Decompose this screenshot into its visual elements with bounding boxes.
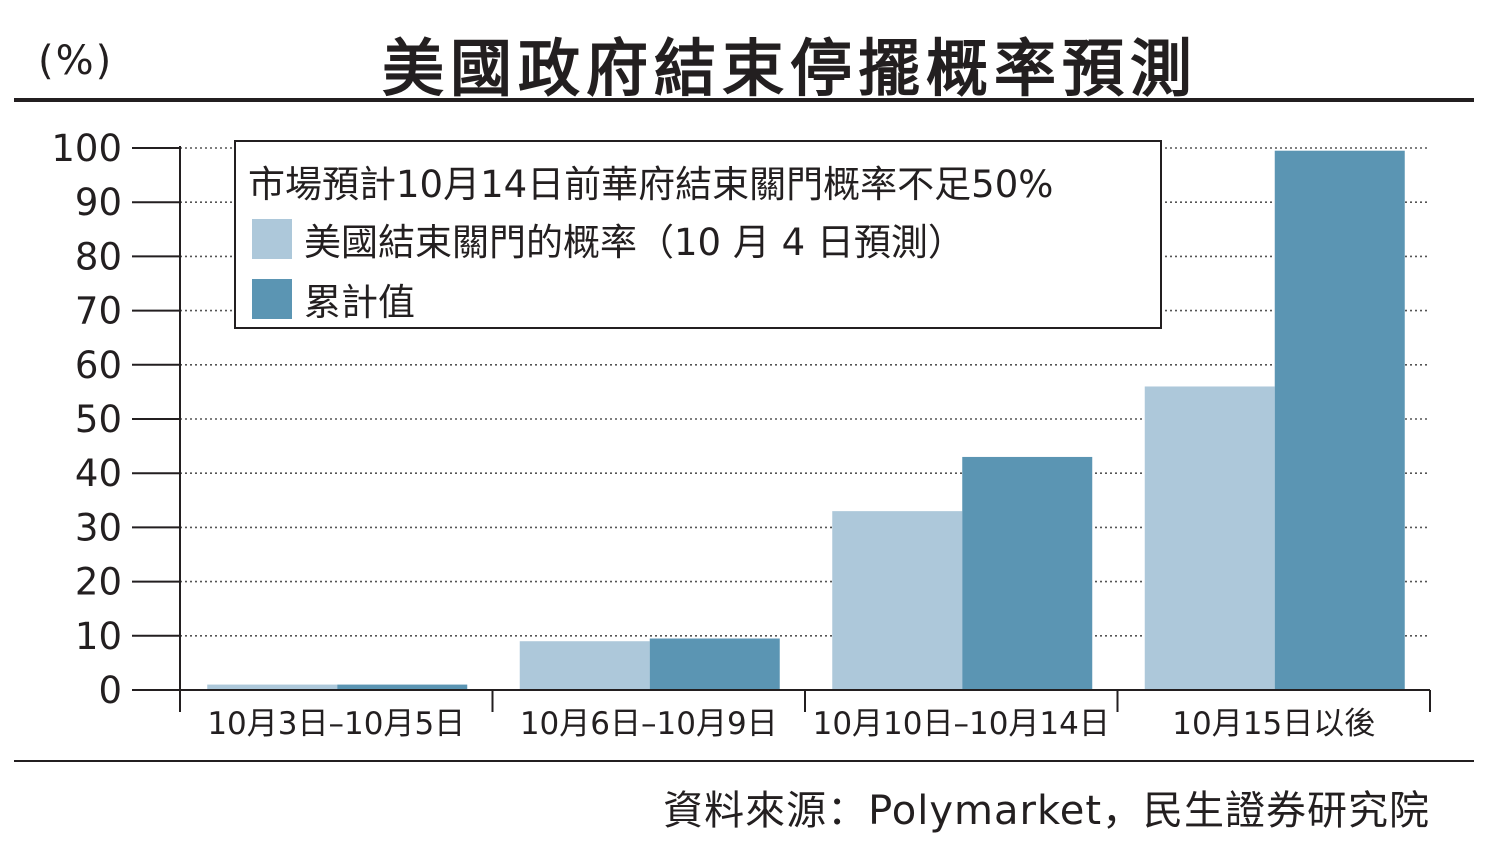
y-tick-label-90: 90 — [75, 181, 122, 224]
y-tick-label-70: 70 — [75, 290, 122, 333]
legend-label-forecast: 美國結束關門的概率（10 月 4 日預測） — [304, 221, 965, 264]
y-tick-label-40: 40 — [75, 452, 122, 495]
x-tick-label-0: 10月3日–10月5日 — [207, 706, 465, 742]
bar-series0-cat3 — [1144, 386, 1275, 690]
x-tick-label-1: 10月6日–10月9日 — [520, 706, 778, 742]
chart-title: 美國政府結束停擺概率預測 — [381, 32, 1198, 105]
bar-series1-cat2 — [962, 456, 1093, 690]
y-tick-label-30: 30 — [75, 506, 122, 549]
legend-annotation: 市場預計10月14日前華府結束關門概率不足50% — [248, 163, 1054, 206]
y-tick-label-100: 100 — [51, 127, 122, 170]
x-tick-labels: 10月3日–10月5日 10月6日–10月9日 10月10日–10月14日 10月15… — [207, 706, 1375, 742]
top-rule — [14, 98, 1474, 102]
legend-label-cumulative: 累計值 — [304, 281, 415, 324]
source-note: 資料來源：Polymarket，民生證券研究院 — [663, 788, 1430, 834]
bar-series1-cat0 — [337, 684, 468, 690]
bar-series0-cat2 — [832, 511, 963, 690]
x-tick-label-2: 10月10日–10月14日 — [813, 706, 1110, 742]
bar-series0-cat0 — [207, 684, 338, 690]
legend-swatch-cumulative — [252, 279, 292, 319]
bar-series0-cat1 — [519, 641, 650, 690]
y-tick-label-0: 0 — [98, 669, 122, 712]
y-tick-label-20: 20 — [75, 561, 122, 604]
y-axis-unit: (%) — [38, 38, 114, 84]
legend-item-cumulative: 累計值 — [252, 272, 415, 326]
axes — [132, 146, 1431, 712]
y-tick-label-50: 50 — [75, 398, 122, 441]
bar-series1-cat1 — [649, 638, 780, 690]
y-tick-label-60: 60 — [75, 344, 122, 387]
y-tick-labels: 0 10 20 30 40 50 60 70 80 90 100 — [51, 127, 122, 712]
legend-item-forecast: 美國結束關門的概率（10 月 4 日預測） — [252, 212, 965, 266]
y-tick-label-80: 80 — [75, 235, 122, 278]
bar-series1-cat3 — [1274, 150, 1405, 690]
y-tick-label-10: 10 — [75, 615, 122, 658]
bars — [207, 150, 1405, 690]
legend-swatch-forecast — [252, 219, 292, 259]
bottom-rule — [14, 760, 1474, 762]
x-tick-label-3: 10月15日以後 — [1172, 706, 1375, 742]
bar-chart: 0 10 20 30 40 50 60 70 80 90 100 10月3日–10月5日 10月6日–… — [51, 127, 1431, 742]
legend: 市場預計10月14日前華府結束關門概率不足50% 美國結束關門的概率（10 月 … — [234, 140, 1162, 329]
